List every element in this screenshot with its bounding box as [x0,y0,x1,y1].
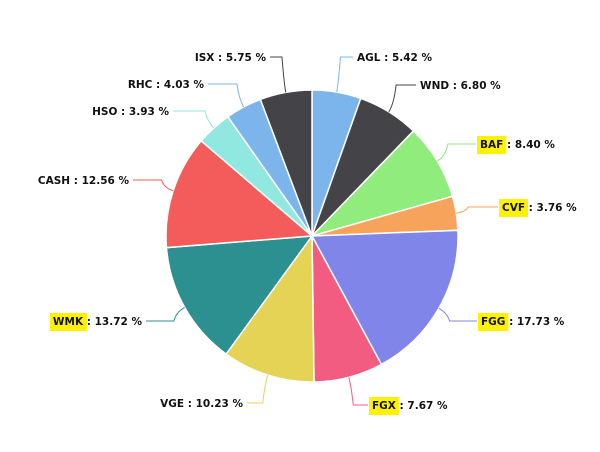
data-label-value-cash: : 12.56 % [70,175,129,187]
data-label-text-rhc: RHC : 4.03 % [128,79,205,91]
data-label-fgg: FGG : 17.73 % [478,313,565,331]
data-label-name-cash: CASH [38,175,70,187]
data-label-name-fgg: FGG [481,316,505,328]
leader-line-fgx [348,377,368,406]
highlight-mark-wmk [49,313,87,331]
leader-line-baf [437,143,476,162]
pie-slice-fgg[interactable] [310,229,459,366]
leader-line-hso [173,110,215,129]
highlight-mark-fgg [478,313,509,331]
data-label-cash: CASH : 12.56 % [38,175,130,187]
data-label-text-isx: ISX : 5.75 % [195,52,267,64]
leader-line-agl [336,56,353,93]
data-label-wnd: WND : 6.80 % [420,80,501,92]
data-label-vge: VGE : 10.23 % [160,398,243,410]
data-label-value-agl: : 5.42 % [380,52,432,64]
data-label-value-baf: : 8.40 % [503,139,555,151]
data-label-text-fgg: FGG : 17.73 % [481,316,565,328]
leader-line-wmk [146,306,185,322]
data-label-name-wmk: WMK [53,316,84,328]
leader-line-wnd [388,84,416,113]
pie-slice-cash[interactable] [165,139,314,249]
data-label-name-baf: BAF [480,139,503,151]
highlight-mark-fgx [369,397,399,415]
data-label-text-vge: VGE : 10.23 % [160,398,243,410]
leader-line-rhc [208,83,245,108]
data-label-name-hso: HSO [92,106,117,118]
leader-line-vge [247,374,269,404]
leader-line-isx [270,56,287,93]
leader-lines [133,56,498,406]
data-label-text-hso: HSO : 3.93 % [92,106,169,118]
data-label-text-wmk: WMK : 13.72 % [53,316,143,328]
data-label-wmk: WMK : 13.72 % [49,313,143,331]
highlight-mark-cvf [499,199,529,217]
data-label-value-fgg: : 17.73 % [505,316,564,328]
leader-line-cvf [456,206,498,214]
data-label-value-isx: : 5.75 % [214,52,266,64]
data-label-name-fgx: FGX [372,400,396,412]
data-label-name-agl: AGL [357,52,381,64]
data-label-text-fgx: FGX : 7.67 % [372,400,448,412]
data-label-name-isx: ISX [195,52,215,64]
pie-slice-wmk[interactable] [165,235,314,356]
data-label-cvf: CVF : 3.76 % [499,199,577,217]
data-label-name-wnd: WND [420,80,449,92]
data-label-text-agl: AGL : 5.42 % [357,52,433,64]
data-label-value-vge: : 10.23 % [184,398,243,410]
pie-slice-isx[interactable] [259,89,313,237]
data-label-name-vge: VGE [160,398,184,410]
data-label-value-rhc: : 4.03 % [152,79,204,91]
data-label-fgx: FGX : 7.67 % [369,397,448,415]
highlight-mark-baf [477,136,507,154]
data-label-value-wnd: : 6.80 % [449,80,501,92]
data-label-value-hso: : 3.93 % [117,106,169,118]
data-label-name-cvf: CVF [502,202,525,214]
data-label-text-cvf: CVF : 3.76 % [502,202,577,214]
leader-line-fgg [438,307,477,322]
data-label-rhc: RHC : 4.03 % [128,79,205,91]
data-label-isx: ISX : 5.75 % [195,52,267,64]
data-label-value-wmk: : 13.72 % [83,316,142,328]
data-label-baf: BAF : 8.40 % [477,136,555,154]
data-label-text-baf: BAF : 8.40 % [480,139,555,151]
data-label-name-rhc: RHC [128,79,153,91]
data-label-text-cash: CASH : 12.56 % [38,175,130,187]
data-label-text-wnd: WND : 6.80 % [420,80,501,92]
data-label-value-fgx: : 7.67 % [396,400,448,412]
pie-slices [165,89,459,383]
data-labels: AGL : 5.42 % WND : 6.80 % BAF : 8.40 % CVF … [38,52,577,415]
data-label-agl: AGL : 5.42 % [357,52,433,64]
data-label-value-cvf: : 3.76 % [525,202,577,214]
leader-line-cash [133,179,174,192]
data-label-hso: HSO : 3.93 % [92,106,169,118]
